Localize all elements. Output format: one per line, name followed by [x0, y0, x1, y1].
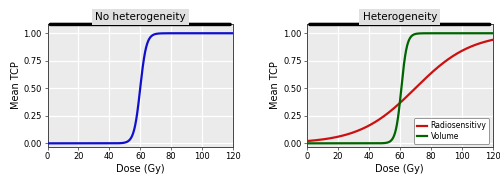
Radiosensitivy	[390, 108, 396, 111]
Y-axis label: Mean TCP: Mean TCP	[270, 62, 280, 109]
Title: Heterogeneity: Heterogeneity	[362, 12, 437, 22]
X-axis label: Dose (Gy): Dose (Gy)	[376, 164, 424, 174]
Radiosensitivy	[394, 104, 400, 106]
Radiosensitivy	[450, 55, 456, 57]
Line: Volume: Volume	[307, 33, 492, 143]
Volume	[314, 142, 320, 144]
X-axis label: Dose (Gy): Dose (Gy)	[116, 164, 164, 174]
Radiosensitivy	[490, 39, 496, 41]
Volume	[394, 121, 400, 124]
Title: No heterogeneity: No heterogeneity	[95, 12, 186, 22]
Y-axis label: Mean TCP: Mean TCP	[10, 62, 20, 109]
Radiosensitivy	[304, 140, 310, 142]
Volume	[450, 32, 456, 34]
Line: Radiosensitivy: Radiosensitivy	[307, 40, 492, 141]
Radiosensitivy	[484, 40, 490, 42]
Radiosensitivy	[484, 40, 490, 42]
Volume	[484, 32, 490, 34]
Legend: Radiosensitivy, Volume: Radiosensitivy, Volume	[414, 118, 490, 144]
Volume	[490, 32, 496, 34]
Volume	[390, 138, 396, 140]
Radiosensitivy	[314, 139, 320, 141]
Volume	[484, 32, 490, 34]
Volume	[304, 142, 310, 144]
